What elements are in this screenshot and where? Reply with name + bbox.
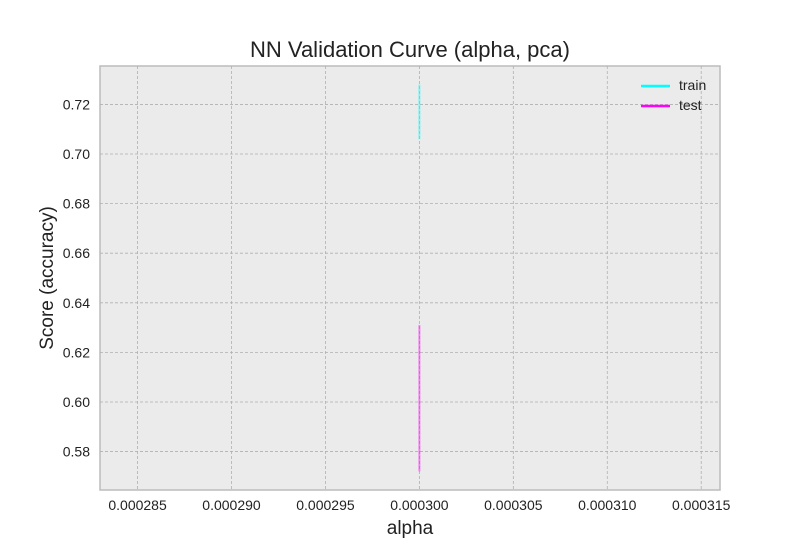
x-tick-label: 0.000290 [202, 497, 261, 513]
legend-label-test: test [679, 97, 702, 113]
x-tick-label: 0.000310 [578, 497, 637, 513]
x-axis-ticks: 0.000285 0.000290 0.000295 0.000300 0.000305… [108, 497, 730, 513]
y-tick-label: 0.66 [63, 245, 90, 261]
x-axis-label: alpha [387, 518, 434, 539]
legend: train test [641, 77, 706, 113]
y-tick-label: 0.70 [63, 146, 90, 162]
y-tick-label: 0.68 [63, 196, 90, 212]
legend-label-train: train [679, 77, 706, 93]
x-tick-label: 0.000315 [672, 497, 731, 513]
x-tick-label: 0.000300 [390, 497, 449, 513]
y-tick-label: 0.58 [63, 444, 90, 460]
y-tick-label: 0.62 [63, 344, 90, 360]
y-tick-label: 0.72 [63, 96, 90, 112]
x-tick-label: 0.000285 [108, 497, 167, 513]
x-tick-label: 0.000295 [296, 497, 355, 513]
grid [100, 66, 720, 490]
x-tick-label: 0.000305 [484, 497, 543, 513]
y-tick-label: 0.60 [63, 394, 90, 410]
y-axis-ticks: 0.58 0.60 0.62 0.64 0.66 0.68 0.70 0.72 [63, 96, 90, 459]
plot-area [99, 65, 721, 491]
y-tick-label: 0.64 [63, 295, 90, 311]
y-axis-label: Score (accuracy) [37, 206, 58, 350]
chart-title: NN Validation Curve (alpha, pca) [250, 37, 570, 62]
